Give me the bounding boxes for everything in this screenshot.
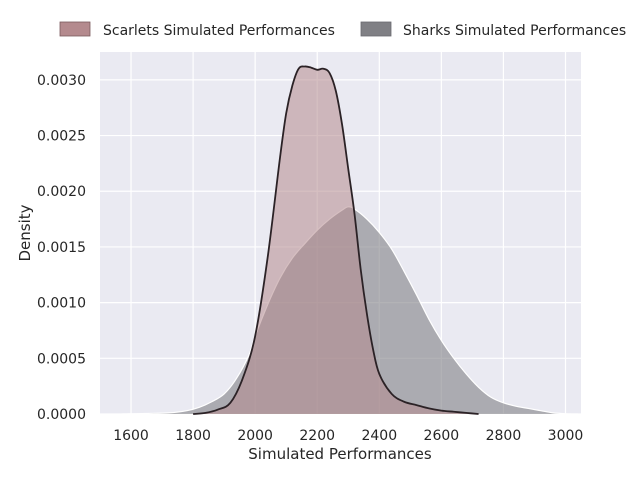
x-tick-labels: 1600 1800 2000 2200 2400 2600 2800 3000 xyxy=(113,428,583,444)
x-tick-label-2400: 2400 xyxy=(361,428,397,444)
density-line-scarlets xyxy=(193,65,479,415)
y-tick-labels: 0.0000 0.0005 0.0010 0.0015 0.0020 0.0025 0.00… xyxy=(37,73,86,423)
y-tick-label-0: 0.0000 xyxy=(37,407,86,423)
x-tick-label-2200: 2200 xyxy=(299,428,335,444)
y-tick-label-4: 0.0020 xyxy=(37,184,86,200)
legend-label-sharks: Sharks Simulated Performances xyxy=(403,23,626,39)
y-tick-label-2: 0.0010 xyxy=(37,296,86,312)
y-tick-label-1: 0.0005 xyxy=(37,351,86,367)
x-axis-label: Simulated Performances xyxy=(248,445,432,463)
series-layer xyxy=(121,65,578,415)
density-area-scarlets xyxy=(193,66,479,414)
legend-swatch-scarlets xyxy=(59,21,91,37)
x-tick-label-2000: 2000 xyxy=(237,428,273,444)
legend-swatch-sharks xyxy=(360,21,392,37)
x-tick-label-1800: 1800 xyxy=(175,428,211,444)
y-axis-label: Density xyxy=(16,204,34,261)
x-tick-label-2800: 2800 xyxy=(486,428,522,444)
x-tick-label-2600: 2600 xyxy=(424,428,460,444)
y-tick-label-5: 0.0025 xyxy=(37,129,86,145)
legend-label-scarlets: Scarlets Simulated Performances xyxy=(103,23,335,39)
legend: Scarlets Simulated Performances Sharks S… xyxy=(59,21,626,39)
x-tick-label-3000: 3000 xyxy=(548,428,584,444)
y-tick-label-3: 0.0015 xyxy=(37,240,86,256)
x-tick-label-1600: 1600 xyxy=(113,428,149,444)
y-tick-label-6: 0.0030 xyxy=(37,73,86,89)
